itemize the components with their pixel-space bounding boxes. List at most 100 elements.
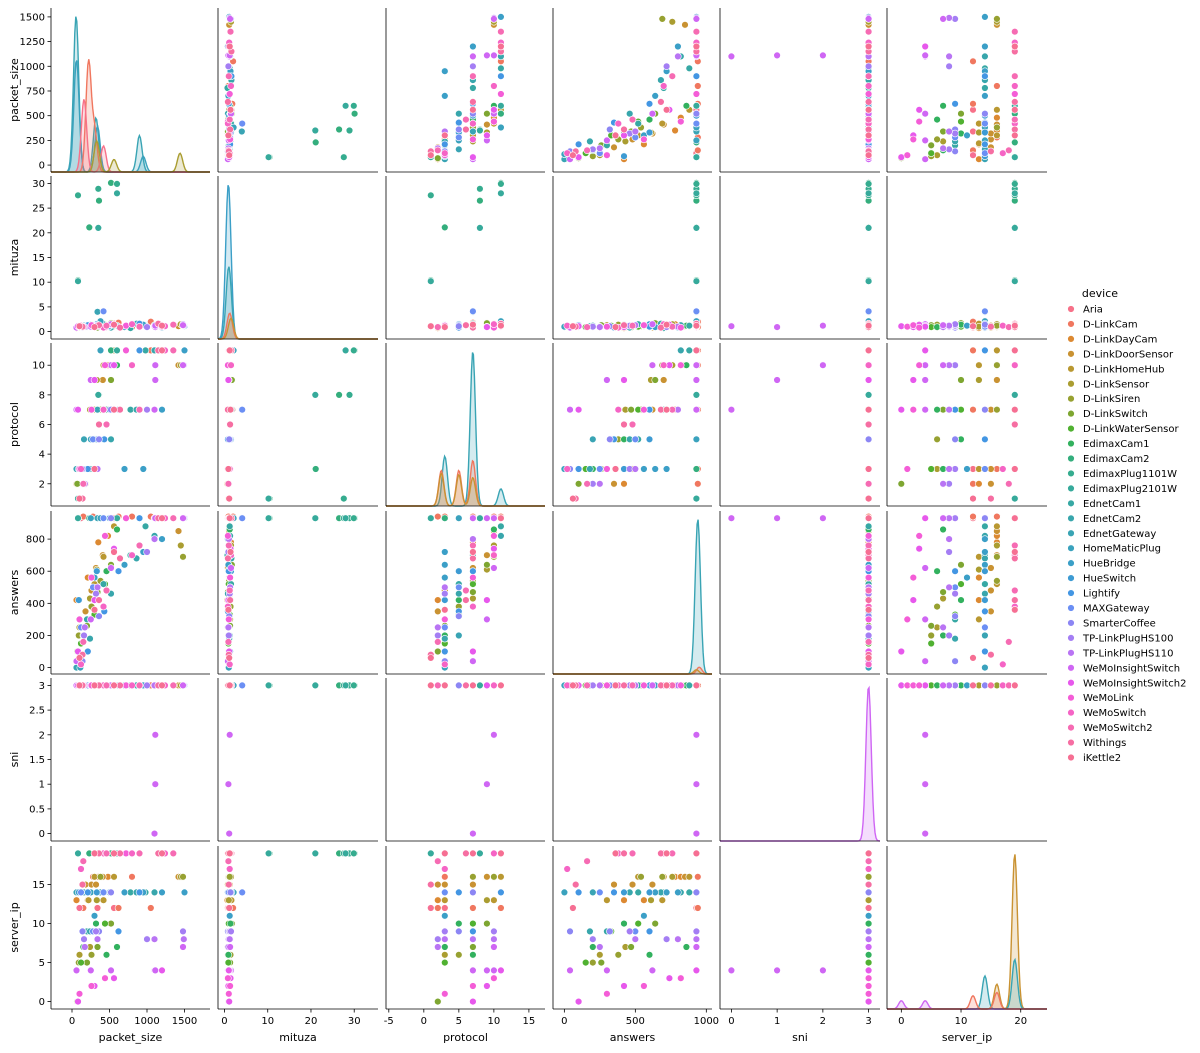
point-HueBridge [963,131,971,140]
point-iKettle2 [441,323,449,331]
point-TP-LinkPlugHS100 [662,62,671,71]
kde-fill-WeMoInsightSwitch [720,687,880,841]
point-WeMoSwitch2 [469,72,477,80]
point-TP-LinkPlugHS100 [490,927,498,936]
panel-packet_size-vs-packet_size: 0 250 500 750 1000 1250 1500 packet_size [8,8,210,173]
point-D-LinkSwitch [627,406,635,414]
point-WeMoLink [915,361,923,369]
point-TP-LinkPlugHS100 [224,62,233,71]
point-EdimaxPlug2101W [74,514,82,522]
point-Withings [116,554,124,563]
point-HueBridge [651,465,659,473]
point-WeMoSwitch2 [102,420,111,429]
point-HueBridge [120,465,129,473]
point-MAXGateway [238,119,246,128]
point-EdnetCam1 [685,681,693,690]
point-iKettle2 [158,514,166,522]
point-SmarterCoffee [951,435,959,443]
point-WeMoInsightSwitch [179,681,187,690]
point-D-LinkWaterSensor [581,958,590,967]
point-EdnetCam1 [685,64,693,73]
point-WeMoInsightSwitch [819,322,827,330]
point-D-LinkSiren [933,602,941,611]
point-HueSwitch [645,435,654,443]
point-D-LinkWaterSensor [101,919,109,928]
point-WeMoSwitch [227,82,235,90]
point-WeMoSwitch2 [583,146,591,155]
legend-label-Withings: Withings [1083,738,1126,749]
point-iKettle2 [969,654,977,662]
point-D-LinkDayCam [975,480,983,488]
point-EdimaxCam1 [441,943,449,951]
point-WeMoSwitch [128,320,136,328]
point-D-LinkCam [694,873,702,881]
point-WeMoInsightSwitch [648,109,657,118]
point-HueBridge [226,912,234,920]
point-SmarterCoffee [107,888,115,897]
legend-label-Aria: Aria [1083,305,1103,316]
point-iKettle2 [692,849,701,858]
point-D-LinkCam [497,904,505,912]
point-WeMoSwitch2 [583,480,591,488]
point-WeMoInsightSwitch [819,51,827,60]
point-WeMoSwitch2 [864,638,873,646]
point-WeMoLink [101,361,109,369]
point-WeMoSwitch2 [169,514,178,522]
point-WeMoSwitch2 [462,115,470,124]
point-D-LinkSiren [96,873,105,881]
point-TP-LinkPlugHS110 [945,535,953,543]
point-WeMoInsightSwitch [151,361,160,369]
point-EdimaxPlug1101W [497,180,505,188]
point-WeMoSwitch2 [497,28,505,36]
point-HueBridge [158,888,166,897]
point-HueBridge [469,42,477,51]
point-EdimaxPlug2101W [427,277,435,285]
point-HomeMaticPlug [87,514,95,522]
panel-server_ip-vs-sni: 0 1 2 3 sni [719,846,880,1044]
point-iKettle2 [224,465,233,473]
point-EdimaxCam1 [469,951,477,959]
point-SmarterCoffee [981,406,989,414]
point-D-LinkCam [969,406,977,414]
point-HueBridge [441,912,449,920]
legend-label-D-LinkHomeHub: D-LinkHomeHub [1083,364,1165,375]
y-tick-label: 25 [32,204,45,215]
point-EdnetCam1 [981,522,989,530]
point-D-LinkDayCam [72,896,81,904]
kde-fill-EdnetGateway [887,959,1047,1009]
point-D-LinkSensor [441,951,449,959]
point-WeMoInsightSwitch2 [692,966,701,975]
panel-mituza-vs-mituza [217,176,378,340]
x-tick-label: 30 [348,1016,361,1027]
legend-marker-D-LinkSensor [1067,380,1075,388]
x-tick-label: 0 [561,1016,567,1027]
point-WeMoLink [909,573,917,582]
point-WeMoSwitch2 [169,849,178,858]
point-EdimaxCam1 [939,525,947,534]
point-WeMoLink [469,135,477,144]
point-WeMoSwitch [441,149,449,157]
point-WeMoSwitch2 [1005,638,1013,646]
legend-marker-WeMoLink [1067,693,1075,702]
point-D-LinkHomeHub [993,346,1001,355]
point-EdnetGateway [981,631,989,640]
point-WeMoLink [87,406,96,414]
point-D-LinkSiren [589,958,597,967]
point-D-LinkSwitch [469,943,477,951]
point-WeMoLink [225,990,233,998]
point-D-LinkHomeHub [99,896,108,904]
point-WeMoSwitch2 [1011,541,1019,550]
point-WeMoSwitch2 [1005,480,1013,488]
point-WeMoInsightSwitch [864,15,873,23]
point-WeMoSwitch [999,149,1007,157]
point-WeMoInsightSwitch [179,514,187,522]
point-WeMoSwitch2 [864,586,873,595]
point-Withings [987,147,995,156]
point-EdimaxCam2 [312,465,320,473]
point-MAXGateway [596,465,604,473]
point-Lightify [981,435,989,443]
point-SmarterCoffee [225,435,233,443]
y-tick-label: 2.5 [29,706,45,717]
point-D-LinkHomeHub [603,896,611,904]
point-D-LinkCam [969,100,977,108]
